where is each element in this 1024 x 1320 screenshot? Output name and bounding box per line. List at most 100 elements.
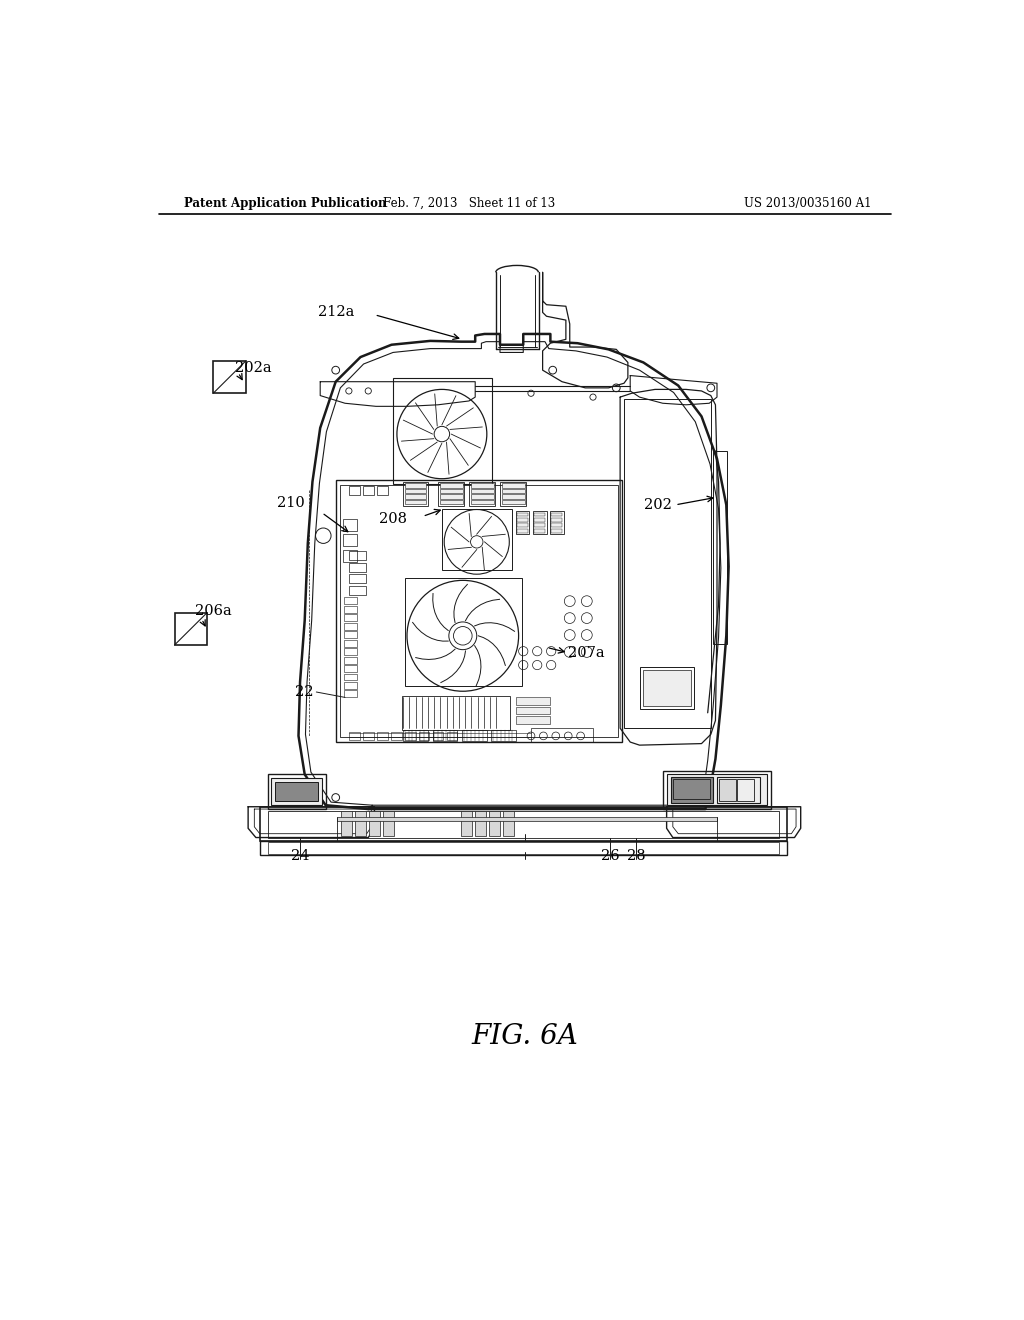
- Bar: [673, 779, 710, 799]
- Bar: [260, 841, 786, 855]
- Bar: [344, 606, 356, 612]
- Bar: [535, 529, 545, 533]
- Bar: [404, 499, 426, 504]
- Bar: [404, 494, 426, 499]
- Bar: [403, 730, 428, 741]
- Text: 24: 24: [291, 849, 309, 863]
- Bar: [432, 733, 443, 739]
- Bar: [267, 775, 326, 809]
- Bar: [355, 812, 366, 836]
- Bar: [419, 733, 429, 739]
- Bar: [439, 483, 463, 488]
- Bar: [393, 378, 493, 484]
- Bar: [442, 508, 512, 570]
- Bar: [344, 631, 356, 638]
- Bar: [344, 614, 356, 622]
- Bar: [535, 512, 545, 516]
- Bar: [502, 499, 524, 504]
- Bar: [671, 776, 713, 803]
- Bar: [446, 733, 458, 739]
- Bar: [377, 486, 388, 495]
- Bar: [502, 488, 524, 494]
- Bar: [719, 779, 735, 800]
- Bar: [551, 517, 562, 521]
- Bar: [667, 775, 767, 805]
- Text: Patent Application Publication: Patent Application Publication: [183, 197, 386, 210]
- Bar: [377, 733, 388, 739]
- Bar: [503, 812, 514, 836]
- Bar: [349, 486, 359, 495]
- Bar: [336, 480, 623, 742]
- Bar: [713, 451, 727, 644]
- Bar: [489, 812, 500, 836]
- Bar: [535, 523, 545, 527]
- Bar: [344, 673, 356, 681]
- Bar: [349, 733, 359, 739]
- Text: US 2013/0035160 A1: US 2013/0035160 A1: [744, 197, 872, 210]
- Bar: [344, 648, 356, 655]
- Bar: [340, 484, 617, 738]
- Bar: [515, 697, 550, 705]
- Bar: [532, 511, 547, 535]
- Text: 202a: 202a: [234, 360, 271, 375]
- Bar: [404, 483, 426, 488]
- Bar: [383, 812, 394, 836]
- Bar: [535, 517, 545, 521]
- Bar: [640, 667, 693, 709]
- Bar: [737, 779, 755, 800]
- Bar: [471, 499, 494, 504]
- Bar: [343, 519, 357, 531]
- Bar: [515, 715, 550, 723]
- Bar: [362, 486, 374, 495]
- Bar: [362, 733, 374, 739]
- Bar: [344, 682, 356, 689]
- Bar: [337, 817, 717, 821]
- Text: 206a: 206a: [195, 605, 231, 618]
- Bar: [267, 842, 779, 854]
- Text: FIG. 6A: FIG. 6A: [471, 1023, 579, 1049]
- Bar: [502, 483, 524, 488]
- Bar: [344, 597, 356, 605]
- Bar: [406, 578, 521, 686]
- Bar: [517, 529, 528, 533]
- Bar: [401, 696, 510, 730]
- Bar: [439, 499, 463, 504]
- Bar: [344, 656, 356, 664]
- Bar: [344, 665, 356, 672]
- Bar: [517, 512, 528, 516]
- Bar: [174, 612, 207, 645]
- Bar: [515, 706, 550, 714]
- Text: 208: 208: [379, 512, 407, 525]
- Text: 202: 202: [644, 498, 672, 512]
- Bar: [439, 494, 463, 499]
- Bar: [471, 494, 494, 499]
- Text: 207a: 207a: [568, 645, 605, 660]
- Bar: [471, 483, 494, 488]
- Bar: [267, 810, 779, 838]
- Bar: [260, 807, 786, 841]
- Bar: [344, 690, 356, 697]
- Text: Feb. 7, 2013   Sheet 11 of 13: Feb. 7, 2013 Sheet 11 of 13: [383, 197, 555, 210]
- Bar: [624, 399, 711, 729]
- Bar: [531, 729, 593, 742]
- Bar: [349, 552, 366, 561]
- Bar: [551, 523, 562, 527]
- Bar: [551, 529, 562, 533]
- Bar: [469, 482, 496, 507]
- Bar: [213, 360, 246, 393]
- Bar: [550, 511, 563, 535]
- Bar: [404, 733, 416, 739]
- Text: 212a: 212a: [317, 305, 354, 319]
- Text: 22: 22: [296, 685, 314, 700]
- Bar: [343, 535, 357, 546]
- Bar: [341, 812, 352, 836]
- Bar: [462, 730, 486, 741]
- Bar: [551, 512, 562, 516]
- Text: 210: 210: [276, 496, 305, 511]
- Bar: [403, 482, 428, 507]
- Bar: [349, 574, 366, 583]
- Bar: [349, 562, 366, 572]
- Bar: [471, 488, 494, 494]
- Bar: [271, 779, 322, 805]
- Bar: [461, 812, 472, 836]
